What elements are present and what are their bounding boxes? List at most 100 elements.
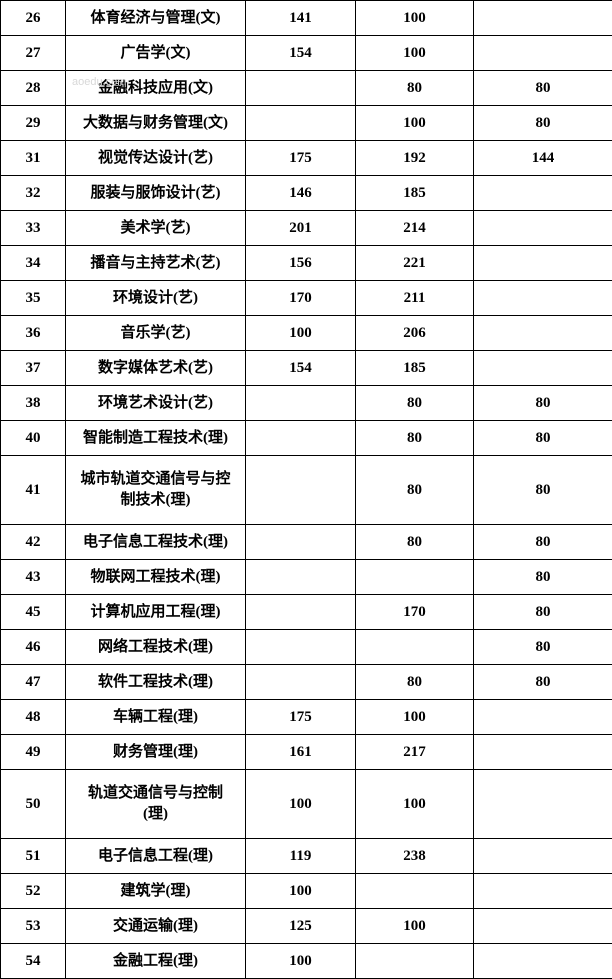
table-row: 54金融工程(理)100	[1, 944, 612, 979]
cell-col4: 100	[356, 770, 474, 839]
cell-col3: 125	[246, 909, 356, 944]
cell-id: 48	[1, 700, 66, 735]
cell-id: 41	[1, 456, 66, 525]
table-row: 32服装与服饰设计(艺)146185	[1, 176, 612, 211]
cell-col5	[474, 316, 612, 351]
cell-major: 交通运输(理)	[66, 909, 246, 944]
cell-col4: 185	[356, 351, 474, 386]
cell-major: 计算机应用工程(理)	[66, 595, 246, 630]
cell-col5: 80	[474, 421, 612, 456]
cell-major: 车辆工程(理)	[66, 700, 246, 735]
table-row: 41城市轨道交通信号与控制技术(理)8080	[1, 456, 612, 525]
cell-col3: 141	[246, 1, 356, 36]
cell-col4: 100	[356, 1, 474, 36]
cell-col4: 80	[356, 71, 474, 106]
cell-col5: 80	[474, 560, 612, 595]
cell-id: 40	[1, 421, 66, 456]
cell-col4: 100	[356, 36, 474, 71]
table-body: 26体育经济与管理(文)14110027广告学(文)15410028金融科技应用…	[1, 1, 612, 979]
cell-col4: 238	[356, 839, 474, 874]
cell-col5	[474, 735, 612, 770]
cell-col5: 80	[474, 595, 612, 630]
table-row: 26体育经济与管理(文)141100	[1, 1, 612, 36]
cell-id: 37	[1, 351, 66, 386]
cell-id: 31	[1, 141, 66, 176]
cell-col5: 80	[474, 525, 612, 560]
cell-col5	[474, 176, 612, 211]
cell-major: 服装与服饰设计(艺)	[66, 176, 246, 211]
table-row: 46网络工程技术(理)80	[1, 630, 612, 665]
cell-id: 27	[1, 36, 66, 71]
cell-col5: 144	[474, 141, 612, 176]
cell-col5: 80	[474, 630, 612, 665]
cell-id: 54	[1, 944, 66, 979]
cell-col4: 217	[356, 735, 474, 770]
cell-col5: 80	[474, 665, 612, 700]
table-row: 42电子信息工程技术(理)8080	[1, 525, 612, 560]
cell-id: 47	[1, 665, 66, 700]
table-row: 28金融科技应用(文)8080	[1, 71, 612, 106]
cell-id: 38	[1, 386, 66, 421]
cell-major: 体育经济与管理(文)	[66, 1, 246, 36]
cell-id: 42	[1, 525, 66, 560]
cell-col3	[246, 421, 356, 456]
cell-col3: 175	[246, 141, 356, 176]
cell-col3	[246, 386, 356, 421]
table-row: 43物联网工程技术(理)80	[1, 560, 612, 595]
cell-id: 34	[1, 246, 66, 281]
cell-col3: 100	[246, 874, 356, 909]
cell-id: 50	[1, 770, 66, 839]
cell-col3: 154	[246, 36, 356, 71]
cell-col3: 119	[246, 839, 356, 874]
table-row: 49财务管理(理)161217	[1, 735, 612, 770]
cell-col5	[474, 281, 612, 316]
cell-col4: 80	[356, 421, 474, 456]
cell-col4	[356, 560, 474, 595]
cell-major: 轨道交通信号与控制(理)	[66, 770, 246, 839]
cell-col3	[246, 595, 356, 630]
cell-id: 43	[1, 560, 66, 595]
cell-col5	[474, 351, 612, 386]
cell-col5	[474, 211, 612, 246]
cell-major: 电子信息工程(理)	[66, 839, 246, 874]
cell-id: 28	[1, 71, 66, 106]
cell-id: 26	[1, 1, 66, 36]
cell-col4: 221	[356, 246, 474, 281]
cell-col5	[474, 246, 612, 281]
cell-col3	[246, 665, 356, 700]
table-row: 38环境艺术设计(艺)8080	[1, 386, 612, 421]
cell-col5	[474, 700, 612, 735]
cell-major: 视觉传达设计(艺)	[66, 141, 246, 176]
cell-col4	[356, 874, 474, 909]
table-row: 40智能制造工程技术(理)8080	[1, 421, 612, 456]
cell-col3: 146	[246, 176, 356, 211]
cell-col4: 80	[356, 386, 474, 421]
cell-col3: 201	[246, 211, 356, 246]
cell-col4: 100	[356, 700, 474, 735]
cell-major: 播音与主持艺术(艺)	[66, 246, 246, 281]
cell-col5	[474, 839, 612, 874]
cell-col5	[474, 770, 612, 839]
cell-col3: 100	[246, 770, 356, 839]
cell-id: 49	[1, 735, 66, 770]
cell-major: 软件工程技术(理)	[66, 665, 246, 700]
cell-col5: 80	[474, 71, 612, 106]
cell-major: 电子信息工程技术(理)	[66, 525, 246, 560]
cell-col5	[474, 36, 612, 71]
table-row: 37数字媒体艺术(艺)154185	[1, 351, 612, 386]
table-row: 35环境设计(艺)170211	[1, 281, 612, 316]
cell-col5: 80	[474, 456, 612, 525]
table-row: 34播音与主持艺术(艺)156221	[1, 246, 612, 281]
cell-col5: 80	[474, 106, 612, 141]
cell-major: 环境设计(艺)	[66, 281, 246, 316]
cell-id: 35	[1, 281, 66, 316]
table-row: 27广告学(文)154100	[1, 36, 612, 71]
cell-col3	[246, 106, 356, 141]
data-table: 26体育经济与管理(文)14110027广告学(文)15410028金融科技应用…	[0, 0, 612, 979]
cell-col3: 161	[246, 735, 356, 770]
cell-col4	[356, 944, 474, 979]
table-row: 53交通运输(理)125100	[1, 909, 612, 944]
cell-col3	[246, 630, 356, 665]
table-row: 31视觉传达设计(艺)175192144	[1, 141, 612, 176]
cell-col3: 156	[246, 246, 356, 281]
